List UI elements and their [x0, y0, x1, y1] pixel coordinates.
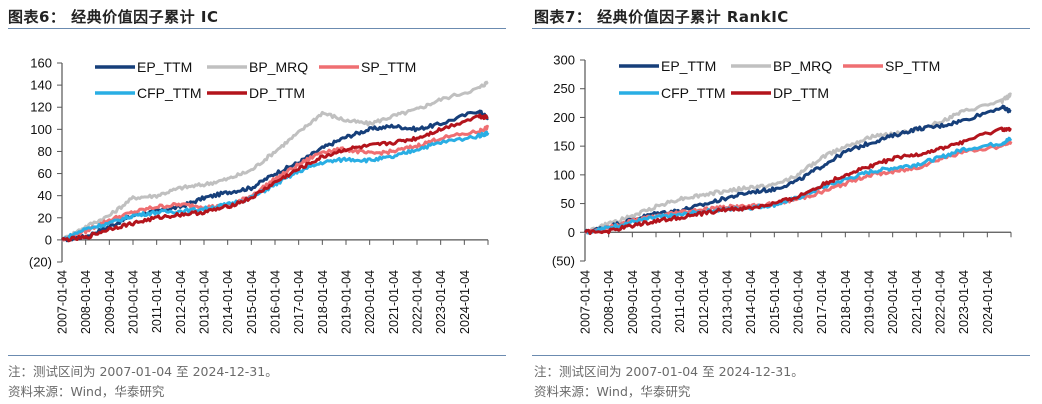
y-tick-label: 150 — [553, 139, 575, 154]
footer-divider — [8, 355, 506, 356]
x-tick-label: 2009-01-04 — [626, 270, 640, 334]
x-tick-label: 2023-01-04 — [434, 270, 448, 334]
x-tick-label: 2024-01-04 — [458, 270, 472, 334]
x-tick-label: 2011-01-04 — [150, 270, 164, 333]
x-tick-label: 2008-01-04 — [602, 270, 616, 334]
x-tick-label: 2020-01-04 — [363, 270, 377, 334]
x-tick-label: 2017-01-04 — [292, 270, 306, 334]
series-line-dp-ttm — [584, 126, 1012, 236]
series-line-bp-mrq — [584, 92, 1012, 235]
title-divider — [8, 28, 506, 29]
legend-label: EP_TTM — [137, 59, 192, 75]
x-tick-label: 2019-01-04 — [340, 270, 354, 334]
legend-label: DP_TTM — [773, 85, 829, 101]
chart-title: 图表7： 经典价值因子累计 RankIC — [534, 8, 789, 26]
y-tick-label: 100 — [30, 122, 52, 137]
series-line-bp-mrq — [61, 80, 489, 242]
y-tick-label: 160 — [30, 56, 52, 71]
x-tick-label: 2022-01-04 — [934, 270, 948, 334]
legend-item-sp-ttm: SP_TTM — [319, 59, 416, 75]
data-source: 资料来源：Wind，华泰研究 — [534, 384, 691, 399]
legend-label: EP_TTM — [661, 58, 716, 74]
series-line-ep-ttm — [583, 104, 1012, 234]
x-tick-label: 2018-01-04 — [839, 270, 853, 334]
x-tick-label: 2009-01-04 — [103, 270, 117, 334]
x-tick-label: 2008-01-04 — [79, 270, 93, 334]
legend-label: CFP_TTM — [661, 85, 726, 101]
y-tick-label: (50) — [552, 254, 575, 269]
test-period-note: 注：测试区间为 2007-01-04 至 2024-12-31。 — [8, 364, 278, 379]
x-tick-label: 2010-01-04 — [650, 270, 664, 334]
x-tick-label: 2024-01-04 — [981, 270, 995, 334]
panel-rankic: 图表7： 经典价值因子累计 RankIC (50) 0 50 100 150 200 250… — [520, 0, 1042, 404]
series-line-cfp-ttm — [584, 136, 1013, 235]
legend-item-cfp-ttm: CFP_TTM — [95, 85, 202, 101]
x-tick-label: 2016-01-04 — [792, 270, 806, 334]
legend-label: BP_MRQ — [249, 59, 308, 75]
y-tick-label: 200 — [553, 110, 575, 125]
y-tick-label: 0 — [568, 225, 575, 240]
x-tick-label: 2019-01-04 — [863, 270, 877, 334]
rankic-chart: (50) 0 50 100 150 200 250 300 2007-01-04 2008-01-… — [552, 53, 1013, 334]
x-tick-label: 2010-01-04 — [127, 270, 141, 334]
legend-label: CFP_TTM — [137, 85, 202, 101]
legend-label: DP_TTM — [249, 85, 305, 101]
x-tick-label: 2014-01-04 — [744, 270, 758, 334]
x-tick-label: 2013-01-04 — [721, 270, 735, 334]
legend-item-ep-ttm: EP_TTM — [95, 59, 192, 75]
y-tick-label: 80 — [38, 144, 52, 159]
series-line-dp-ttm — [61, 113, 489, 243]
y-tick-label: 140 — [30, 78, 52, 93]
y-tick-label: 100 — [553, 167, 575, 182]
data-source: 资料来源：Wind，华泰研究 — [8, 384, 165, 399]
legend-item-sp-ttm: SP_TTM — [843, 58, 940, 74]
y-tick-label: 50 — [561, 196, 575, 211]
x-tick-label: 2011-01-04 — [673, 270, 687, 333]
x-tick-label: 2022-01-04 — [411, 270, 425, 334]
y-tick-label: 20 — [38, 210, 52, 225]
y-tick-label: (20) — [29, 255, 52, 270]
x-tick-label: 2012-01-04 — [174, 270, 188, 334]
x-tick-label: 2015-01-04 — [245, 270, 259, 334]
panel-ic: 图表6： 经典价值因子累计 IC (20) 0 20 40 60 80 100 120 140 1… — [0, 0, 520, 404]
legend-label: BP_MRQ — [773, 58, 832, 74]
x-tick-label: 2017-01-04 — [815, 270, 829, 334]
x-tick-label: 2007-01-04 — [579, 270, 593, 334]
legend-item-bp-mrq: BP_MRQ — [207, 59, 308, 75]
y-tick-label: 120 — [30, 100, 52, 115]
legend-label: SP_TTM — [885, 58, 940, 74]
x-tick-label: 2012-01-04 — [697, 270, 711, 334]
legend-item-dp-ttm: DP_TTM — [207, 85, 305, 101]
series-line-ep-ttm — [60, 109, 489, 243]
y-tick-label: 250 — [553, 81, 575, 96]
legend-item-ep-ttm: EP_TTM — [619, 58, 716, 74]
x-tick-label: 2018-01-04 — [316, 270, 330, 334]
title-divider — [532, 28, 1030, 29]
x-tick-label: 2020-01-04 — [886, 270, 900, 334]
y-tick-label: 60 — [38, 166, 52, 181]
legend-item-bp-mrq: BP_MRQ — [731, 58, 832, 74]
x-tick-label: 2023-01-04 — [957, 270, 971, 334]
legend-label: SP_TTM — [361, 59, 416, 75]
test-period-note: 注：测试区间为 2007-01-04 至 2024-12-31。 — [534, 364, 804, 379]
chart-title: 图表6： 经典价值因子累计 IC — [8, 8, 219, 26]
x-tick-label: 2021-01-04 — [910, 270, 924, 334]
x-tick-label: 2007-01-04 — [56, 270, 70, 334]
y-tick-label: 300 — [553, 53, 575, 68]
x-tick-label: 2021-01-04 — [387, 270, 401, 334]
footer-divider — [532, 355, 1030, 356]
y-tick-label: 0 — [45, 232, 52, 247]
ic-chart: (20) 0 20 40 60 80 100 120 140 160 2007-01-04 2008-… — [29, 56, 490, 334]
x-tick-label: 2013-01-04 — [198, 270, 212, 334]
x-tick-label: 2016-01-04 — [269, 270, 283, 334]
y-tick-label: 40 — [38, 188, 52, 203]
legend-item-cfp-ttm: CFP_TTM — [619, 85, 726, 101]
x-tick-label: 2015-01-04 — [768, 270, 782, 334]
legend-item-dp-ttm: DP_TTM — [731, 85, 829, 101]
x-tick-label: 2014-01-04 — [221, 270, 235, 334]
